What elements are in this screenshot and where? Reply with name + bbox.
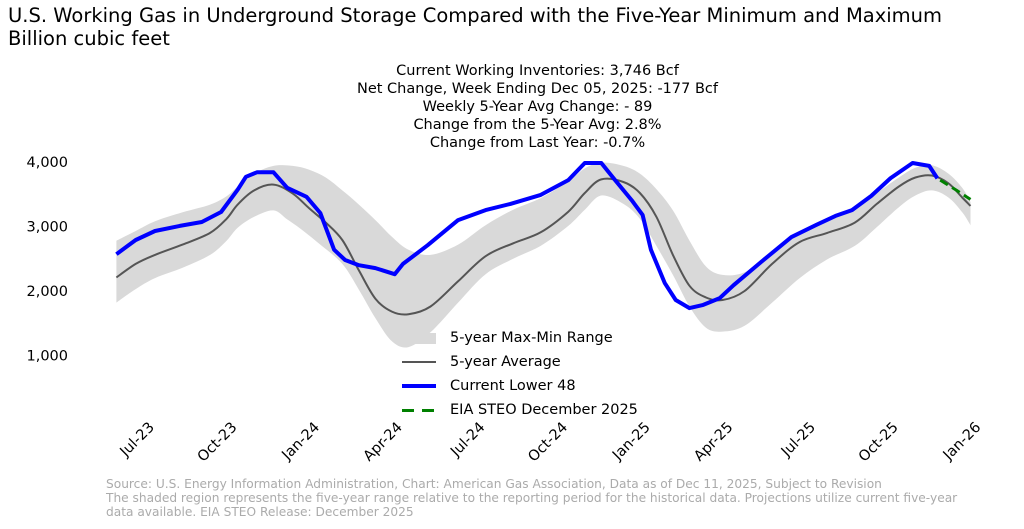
x-tick-label: Apr-25	[691, 420, 736, 465]
legend-item-range: 5-year Max-Min Range	[402, 326, 638, 350]
series-current-lower48-line	[115, 161, 940, 311]
series-range-band	[116, 162, 971, 348]
x-tick-label: Jul-23	[117, 420, 158, 461]
x-tick-label: Jul-24	[447, 420, 488, 461]
stat-change-from-last-year: Change from Last Year: -0.7%	[429, 135, 646, 151]
x-tick-label: Jan-25	[609, 420, 654, 465]
footer-source: Source: U.S. Energy Information Administ…	[106, 477, 882, 491]
stat-change-from-5yr-avg: Change from the 5-Year Avg: 2.8%	[413, 117, 662, 133]
footer-note-steo: data available. EIA STEO Release: Decemb…	[106, 505, 414, 520]
footer-notes: Source: U.S. Energy Information Administ…	[106, 477, 957, 520]
stat-net-change: Net Change, Week Ending Dec 05, 2025: -1…	[357, 81, 718, 97]
chart-title-main: U.S. Working Gas in Underground Storage …	[8, 4, 943, 27]
x-tick-label: Jul-25	[778, 420, 819, 461]
legend-item-current: Current Lower 48	[402, 374, 638, 398]
stat-weekly-5yr-avg-change: Weekly 5-Year Avg Change: - 89	[422, 99, 653, 115]
stats-panel: Current Working Inventories: 3,746 Bcf N…	[330, 62, 745, 152]
legend-item-steo: EIA STEO December 2025	[402, 398, 638, 422]
legend-swatch-current	[402, 384, 436, 388]
legend-label-average: 5-year Average	[450, 354, 561, 370]
y-tick-label: 2,000	[26, 284, 68, 300]
footer-note-shaded: The shaded region represents the five-ye…	[106, 491, 958, 506]
legend-label-current: Current Lower 48	[450, 378, 576, 394]
series-5yr-average-line	[115, 174, 972, 316]
legend-swatch-range	[402, 332, 436, 344]
legend-swatch-average	[402, 361, 436, 363]
x-tick-label: Oct-24	[525, 420, 571, 466]
chart-subtitle-units: Billion cubic feet	[8, 27, 170, 50]
x-tick-label: Oct-23	[195, 420, 241, 466]
x-tick-label: Jan-24	[279, 420, 324, 465]
x-tick-label: Apr-24	[361, 420, 406, 465]
y-tick-label: 4,000	[26, 155, 68, 171]
legend: 5-year Max-Min Range 5-year Average Curr…	[402, 326, 638, 422]
legend-label-range: 5-year Max-Min Range	[450, 330, 613, 346]
x-tick-label: Jan-26	[940, 420, 985, 465]
x-tick-label: Oct-25	[856, 420, 902, 466]
series-eia-steo-line	[939, 178, 972, 201]
legend-label-steo: EIA STEO December 2025	[450, 402, 638, 418]
legend-item-average: 5-year Average	[402, 350, 638, 374]
legend-swatch-steo	[402, 408, 436, 412]
chart-title: U.S. Working Gas in Underground Storage …	[8, 4, 942, 50]
y-tick-label: 1,000	[26, 349, 68, 365]
y-tick-label: 3,000	[26, 220, 68, 236]
stat-current-inventories: Current Working Inventories: 3,746 Bcf	[396, 63, 679, 79]
